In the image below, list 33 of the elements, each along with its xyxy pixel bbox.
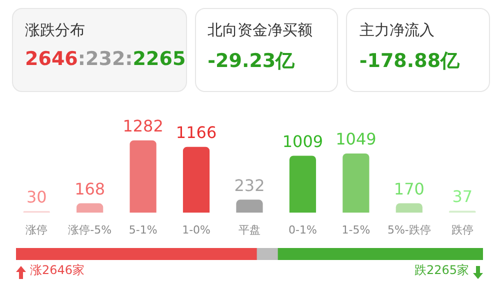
data-label: 1049: [336, 130, 376, 149]
text: -178.88亿: [359, 49, 461, 74]
bar: [130, 140, 156, 213]
text: 北向资金净买额: [208, 21, 314, 40]
x-tick-label: 5%-跌停: [387, 223, 431, 236]
bar: [342, 153, 370, 213]
bar: [182, 146, 210, 213]
text: -29.23亿: [208, 49, 296, 74]
bar: [396, 203, 422, 213]
x-tick-label: 涨停: [26, 223, 48, 236]
x-tick-label: 涨停-5%: [68, 223, 112, 236]
text: 跌2265家: [414, 262, 469, 279]
x-tick-label: 跌停: [451, 223, 474, 236]
text: 涨2646家: [30, 262, 85, 279]
text: 主力净流入: [359, 21, 436, 40]
text: 2646:232:2265: [25, 48, 186, 70]
data-label: 1166: [176, 123, 217, 142]
x-tick-label: 1-5%: [342, 223, 370, 236]
bar: [236, 200, 263, 213]
x-tick-label: 5-1%: [128, 223, 158, 236]
data-label: 168: [74, 179, 106, 198]
data-label: 170: [394, 179, 424, 198]
data-label: 30: [26, 187, 47, 206]
bar: [76, 203, 104, 213]
data-label: 232: [234, 176, 265, 195]
x-tick-label: 1-0%: [182, 223, 210, 236]
bar: [289, 156, 316, 213]
data-label: 37: [452, 186, 473, 206]
x-tick-label: 0-1%: [288, 223, 317, 236]
text: 涨跌分布: [25, 21, 86, 40]
data-label: 1282: [122, 116, 164, 136]
data-label: 1009: [282, 132, 324, 151]
x-tick-label: 平盘: [238, 223, 260, 236]
